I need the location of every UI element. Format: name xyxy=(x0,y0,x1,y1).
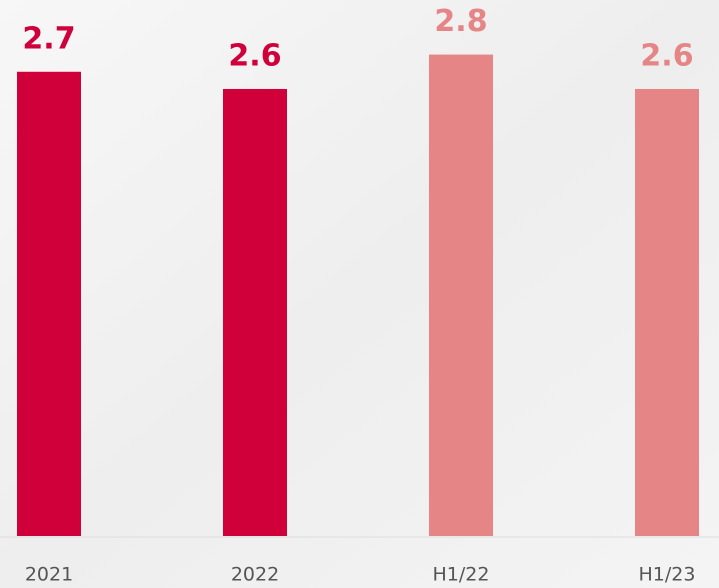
value-label: 2.8 xyxy=(434,4,487,39)
bar xyxy=(223,88,287,536)
x-tick-label: 2022 xyxy=(231,564,279,586)
x-tick-label: H1/23 xyxy=(639,564,696,586)
bar xyxy=(429,54,493,536)
bar xyxy=(17,71,81,536)
bar xyxy=(635,88,699,536)
x-tick-label: 2021 xyxy=(25,564,73,586)
value-label: 2.6 xyxy=(228,38,281,73)
value-label: 2.7 xyxy=(22,21,75,56)
value-label: 2.6 xyxy=(640,38,693,73)
x-tick-label: H1/22 xyxy=(433,564,490,586)
